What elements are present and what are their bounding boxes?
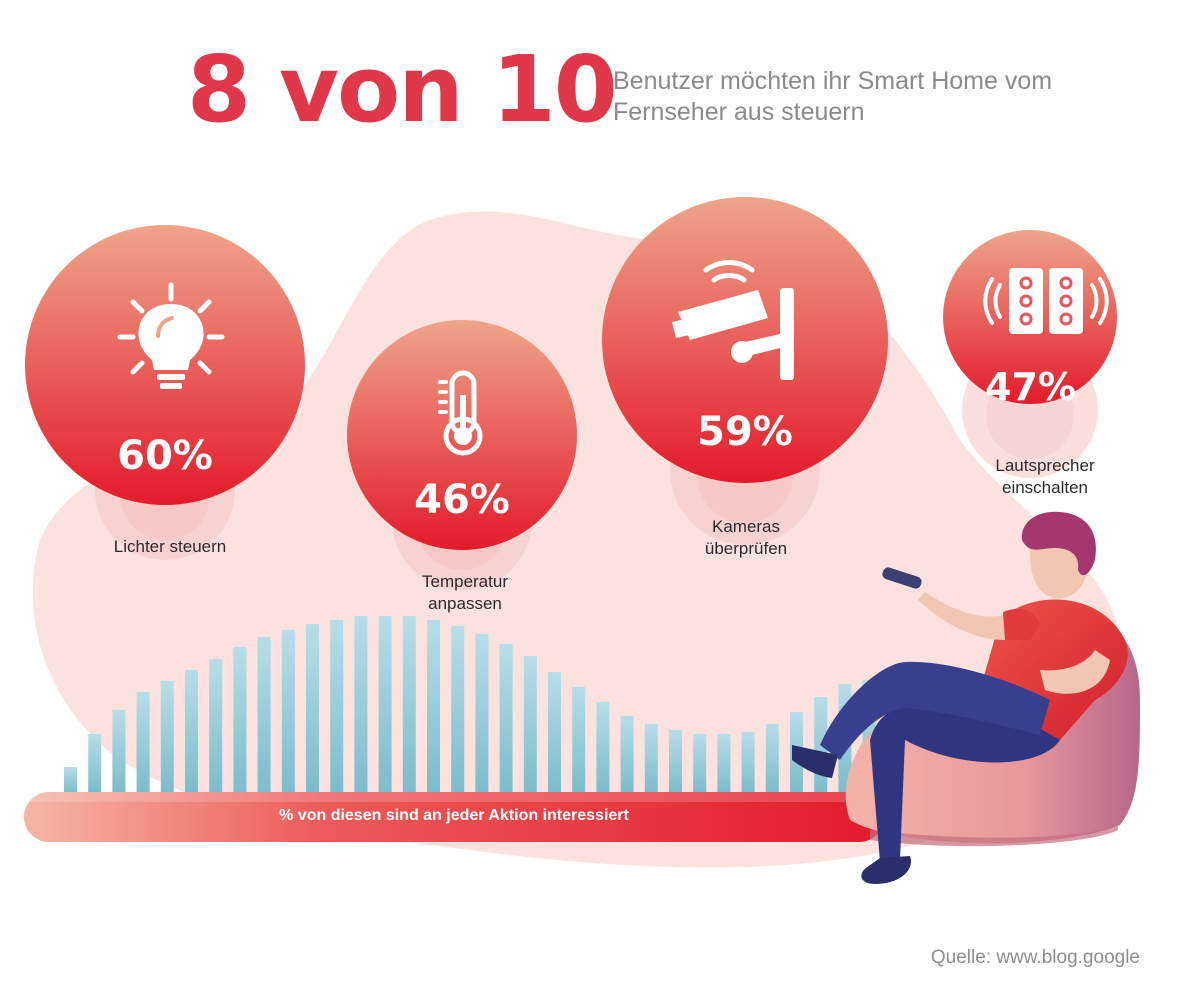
equalizer-bar — [669, 730, 682, 792]
equalizer-bar — [281, 630, 295, 792]
label-cameras-line1: Kameras — [711, 517, 781, 536]
equalizer-bar — [233, 647, 247, 792]
equalizer-bar — [596, 702, 610, 792]
equalizer-bar — [160, 681, 174, 792]
equalizer-bar — [620, 716, 634, 792]
equalizer-bar — [209, 659, 223, 792]
label-temperature-line2: anpassen — [428, 594, 502, 613]
percent-lights: 60% — [117, 433, 213, 479]
thermometer-icon — [438, 370, 483, 456]
equalizer-bar — [451, 626, 465, 792]
percent-cameras: 59% — [697, 409, 793, 455]
lightbulb-icon — [117, 282, 225, 389]
equalizer-bar — [185, 670, 198, 792]
label-speakers-line2: einschalten — [1001, 478, 1088, 497]
equalizer-bar — [378, 616, 392, 792]
headline-stat: 8 von 10 — [187, 36, 618, 143]
equalizer-bar — [572, 687, 586, 792]
label-speakers: Lautsprecher einschalten — [975, 455, 1115, 499]
equalizer-bar — [427, 620, 440, 792]
label-lights-line1: Lichter steuern — [113, 537, 227, 556]
person-illustration — [792, 511, 1140, 884]
equalizer-bar — [306, 624, 319, 792]
equalizer-bar — [330, 620, 344, 792]
equalizer-bar — [354, 616, 368, 792]
percent-temperature: 46% — [414, 477, 510, 523]
equalizer-bar — [741, 732, 755, 792]
equalizer-bar — [402, 616, 416, 792]
security-camera-icon — [672, 260, 794, 380]
equalizer-bar — [136, 692, 150, 792]
equalizer-bar — [499, 644, 513, 792]
label-speakers-line1: Lautsprecher — [995, 456, 1095, 475]
label-lights: Lichter steuern — [95, 536, 245, 558]
equalizer-bar — [88, 734, 102, 792]
equalizer-bar — [765, 724, 779, 792]
label-cameras-line2: überprüfen — [704, 539, 788, 558]
percent-speakers: 47% — [985, 365, 1076, 409]
label-temperature: Temperatur anpassen — [395, 571, 535, 615]
headline-subtitle: Benutzer möchten ihr Smart Home vom Fern… — [613, 67, 1053, 126]
equalizer-bar — [112, 710, 126, 792]
equalizer-bar — [64, 767, 77, 792]
equalizer-bar — [644, 724, 658, 792]
equalizer-bar — [548, 672, 561, 792]
equalizer-bar — [257, 637, 271, 792]
caption-text: % von diesen sind an jeder Aktion intere… — [279, 807, 629, 824]
equalizer-bar — [475, 634, 489, 792]
circle-cameras — [602, 197, 888, 483]
label-cameras: Kameras überprüfen — [676, 516, 816, 560]
equalizer-bar — [523, 656, 537, 792]
caption-pill — [24, 792, 884, 842]
equalizer-bar — [717, 734, 731, 792]
label-temperature-line1: Temperatur — [422, 572, 508, 591]
speaker-icon — [983, 268, 1109, 334]
source-credit: Quelle: www.blog.google — [930, 947, 1140, 968]
equalizer-bar — [693, 734, 707, 792]
